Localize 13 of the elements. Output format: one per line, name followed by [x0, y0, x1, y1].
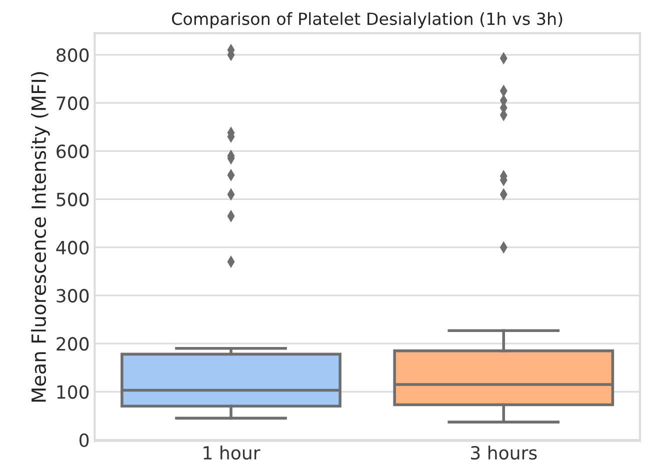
- y-tick-label: 800: [56, 48, 89, 62]
- y-tick-label: 500: [56, 192, 89, 206]
- y-tick-label: 200: [56, 337, 89, 351]
- y-tick-label: 700: [56, 96, 89, 110]
- x-tick-label: 3 hours: [471, 446, 537, 460]
- y-axis-title: Mean Fluorescence Intensity (MFI): [30, 72, 50, 402]
- y-tick-label: 100: [57, 385, 89, 399]
- y-tick-label: 300: [56, 288, 89, 303]
- y-tick-label: 0: [80, 433, 89, 447]
- y-tick-label: 600: [56, 144, 89, 158]
- y-tick-label: 400: [56, 240, 89, 254]
- x-tick-label: 1 hour: [204, 446, 260, 460]
- chart-title: Comparison of Platelet Desialylation (1h vs 3h): [172, 12, 562, 28]
